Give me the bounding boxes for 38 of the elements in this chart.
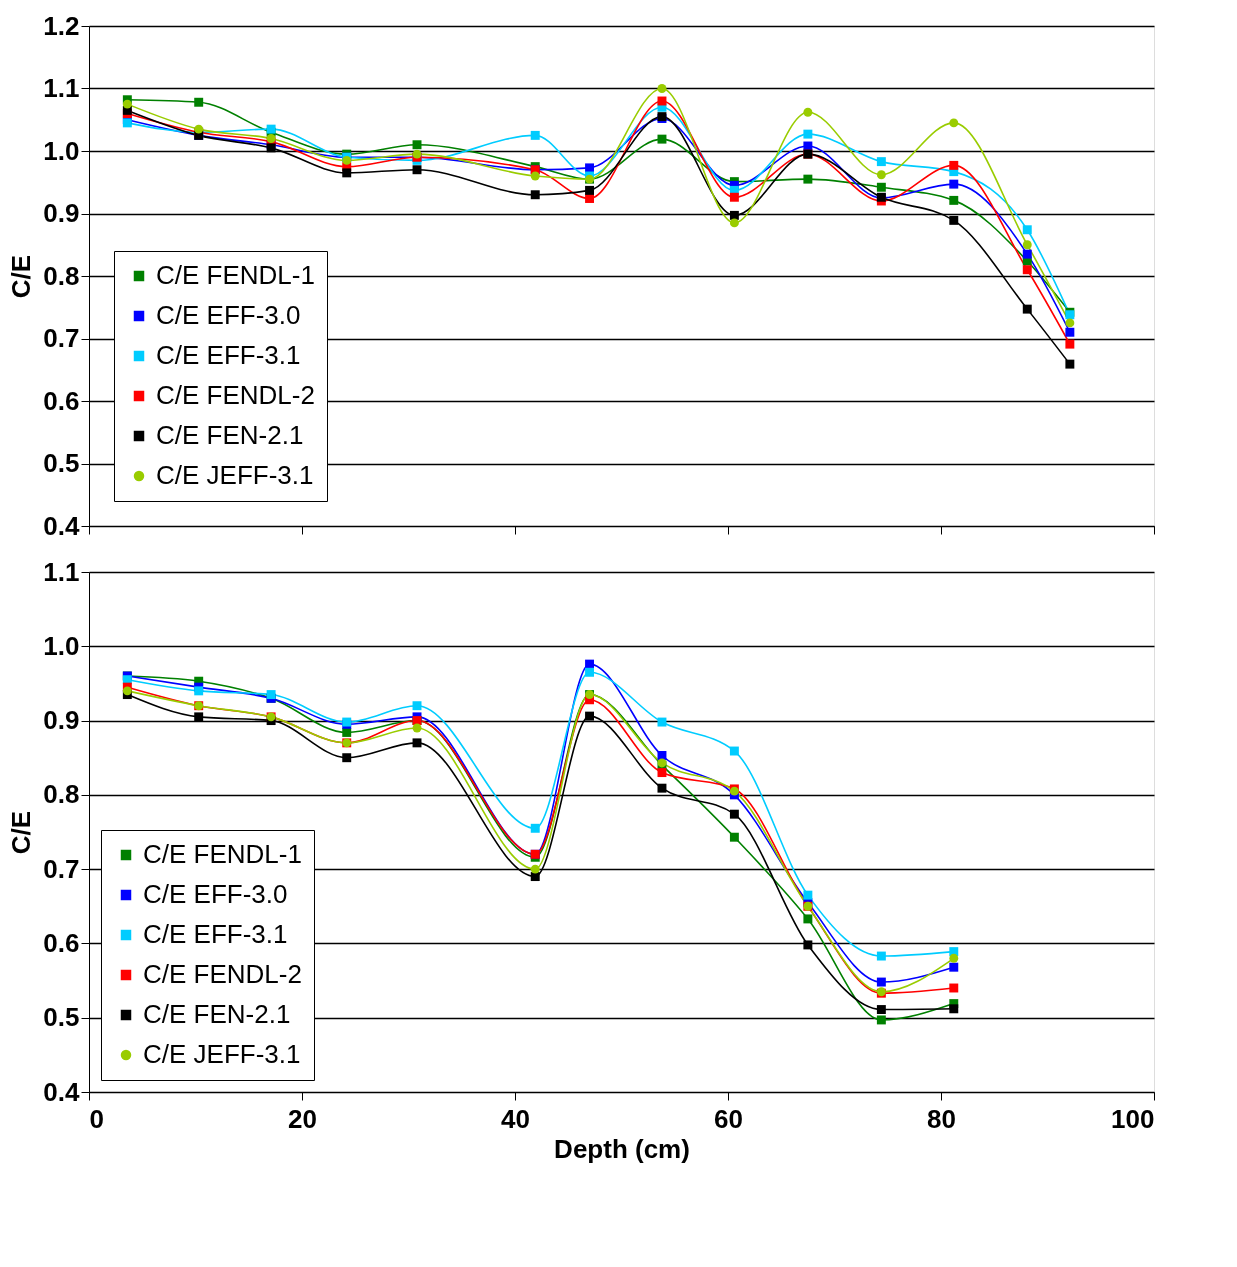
legend-label: C/E EFF-3.1 — [143, 919, 288, 949]
x-tick-label: 100 — [1111, 1103, 1155, 1134]
y-tick-label: 1.2 — [43, 10, 80, 41]
y-axis-title: C/E — [6, 254, 37, 299]
y-tick-label: 1.0 — [43, 135, 80, 166]
legend-label: C/E FENDL-2 — [143, 959, 302, 989]
x-tick-label: 20 — [288, 1103, 317, 1134]
y-tick-label: 0.7 — [43, 853, 80, 884]
y-tick-label: 0.4 — [43, 510, 81, 541]
y-tick-label: 0.8 — [43, 779, 80, 810]
y-tick-label: 0.5 — [43, 1002, 80, 1033]
legend-label: C/E JEFF-3.1 — [143, 1039, 301, 1069]
y-tick-label: 1.0 — [43, 630, 80, 661]
y-tick-label: 0.7 — [43, 323, 80, 353]
legend-label: C/E FENDL-1 — [156, 260, 315, 290]
y-tick-label: 1.1 — [43, 556, 80, 587]
x-tick-label: 40 — [501, 1103, 530, 1134]
legend-label: C/E EFF-3.0 — [156, 300, 301, 330]
y-tick-label: 1.1 — [43, 73, 80, 103]
x-tick-label: 0 — [89, 1103, 104, 1134]
y-tick-label: 0.8 — [43, 260, 80, 291]
x-axis-title: Depth (cm) — [554, 1133, 690, 1164]
legend-label: C/E JEFF-3.1 — [156, 460, 314, 490]
legend-label: C/E FENDL-2 — [156, 380, 315, 410]
legend-label: C/E EFF-3.1 — [156, 340, 301, 370]
legend-label: C/E FENDL-1 — [143, 839, 302, 869]
legend-label: C/E EFF-3.0 — [143, 879, 288, 909]
legend-label: C/E FEN-2.1 — [156, 420, 304, 450]
legend-label: C/E FEN-2.1 — [143, 999, 291, 1029]
x-tick-label: 60 — [714, 1103, 743, 1134]
y-tick-label: 0.9 — [43, 705, 80, 736]
y-tick-label: 0.6 — [43, 927, 80, 958]
x-tick-label: 80 — [927, 1103, 956, 1134]
y-tick-label: 0.4 — [43, 1076, 81, 1107]
y-tick-label: 0.9 — [43, 198, 80, 228]
y-tick-label: 0.6 — [43, 385, 80, 416]
y-axis-title: C/E — [6, 810, 37, 855]
y-tick-label: 0.5 — [43, 448, 80, 478]
